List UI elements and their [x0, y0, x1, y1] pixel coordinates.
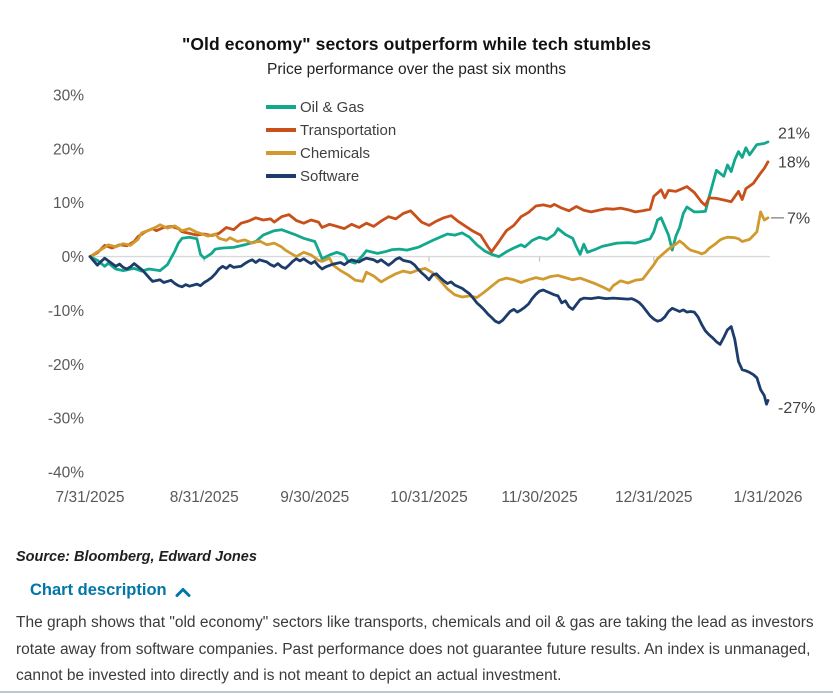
- legend-label-chemicals: Chemicals: [300, 144, 371, 162]
- legend-label-oil-gas: Oil & Gas: [300, 98, 365, 116]
- series-end-label: 18%: [778, 154, 810, 171]
- x-axis-label: 1/31/2026: [734, 489, 803, 506]
- series-line-chemicals: [88, 210, 770, 299]
- y-axis-label: 20%: [53, 141, 84, 158]
- legend-item-software: Software: [266, 167, 396, 185]
- legend-label-transportation: Transportation: [300, 121, 397, 139]
- x-axis-label: 11/30/2025: [501, 489, 577, 506]
- source-attribution: Source: Bloomberg, Edward Jones: [16, 549, 257, 565]
- chart-title: "Old economy" sectors outperform while t…: [181, 34, 652, 54]
- chevron-up-icon: [175, 587, 191, 597]
- legend-item-chemicals: Chemicals: [266, 144, 396, 162]
- bottom-divider: [0, 691, 833, 693]
- x-axis-label: 10/31/2025: [390, 489, 468, 506]
- chart-subtitle: Price performance over the past six mont…: [267, 61, 566, 78]
- chart-canvas: 30% 20% 10% 0% -10% -20% -30% -40% 7/31/2025 8/31…: [48, 88, 816, 506]
- chart-description-toggle-label: Chart description: [30, 581, 167, 599]
- series-line-software: [88, 255, 770, 406]
- legend-swatch-transportation: [266, 128, 296, 132]
- y-axis-label: -40%: [48, 465, 84, 482]
- legend-item-transportation: Transportation: [266, 121, 397, 139]
- y-axis-label: 30%: [53, 88, 84, 105]
- y-axis-label: -30%: [48, 411, 84, 428]
- y-axis-label: -10%: [48, 303, 84, 320]
- series-line-oil-gas: [88, 140, 770, 273]
- chart-description-text: The graph shows that "old economy" secto…: [16, 614, 814, 685]
- series-end-label: -27%: [778, 400, 815, 417]
- x-axis-label: 9/30/2025: [280, 489, 349, 506]
- y-axis-label: -20%: [48, 357, 84, 374]
- legend-swatch-chemicals: [266, 151, 296, 155]
- legend-item-oil-gas: Oil & Gas: [266, 98, 396, 116]
- series-end-label: 7%: [787, 210, 810, 227]
- legend-swatch-software: [266, 174, 296, 178]
- y-axis-label: 10%: [53, 195, 84, 212]
- x-axis-label: 12/31/2025: [615, 489, 693, 506]
- x-axis-label: 7/31/2025: [56, 489, 125, 506]
- chart-description-toggle[interactable]: Chart description: [30, 581, 191, 600]
- legend-label-software: Software: [300, 167, 360, 185]
- x-axis-label: 8/31/2025: [170, 489, 239, 506]
- y-axis-label: 0%: [62, 249, 85, 266]
- legend-swatch-oil-gas: [266, 105, 296, 109]
- series-end-label: 21%: [778, 125, 810, 142]
- chart-legend: Oil & Gas Transportation Chemicals Software: [266, 98, 397, 185]
